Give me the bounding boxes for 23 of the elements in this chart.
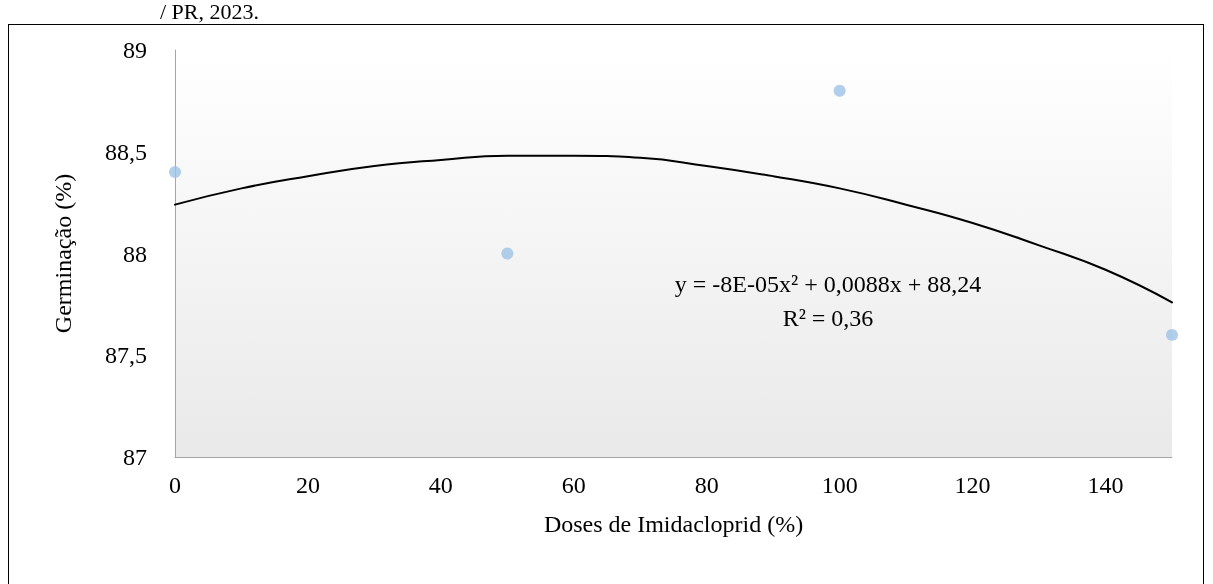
- x-tick-label: 60: [561, 472, 586, 498]
- y-tick-label: 88,5: [105, 138, 147, 165]
- x-axis-title: Doses de Imidacloprid (%): [543, 511, 804, 537]
- point: [169, 166, 181, 179]
- x-tick-label: 100: [821, 472, 858, 498]
- point: [833, 84, 846, 97]
- y-tick-label: 87: [123, 444, 147, 470]
- point: [1166, 328, 1178, 341]
- x-tick-label: 20: [295, 472, 320, 498]
- point: [501, 247, 514, 260]
- x-tick-label: 140: [1087, 472, 1124, 498]
- annotation: R² = 0,36: [782, 305, 874, 331]
- y-tick-label: 88: [123, 240, 147, 267]
- x-tick-label: 0: [169, 472, 181, 498]
- y-tick-label: 87,5: [105, 342, 147, 369]
- y-axis-title: Germinação (%): [50, 173, 76, 334]
- y-tick-label: 89: [123, 37, 147, 63]
- x-tick-label: 40: [428, 472, 453, 498]
- x-tick-label: 80: [694, 472, 719, 498]
- annotation: y = -8E-05x² + 0,0088x + 88,24: [674, 271, 982, 297]
- x-tick-label: 120: [954, 472, 991, 498]
- text: / PR, 2023.: [160, 0, 260, 24]
- line-series: [174, 154, 1173, 304]
